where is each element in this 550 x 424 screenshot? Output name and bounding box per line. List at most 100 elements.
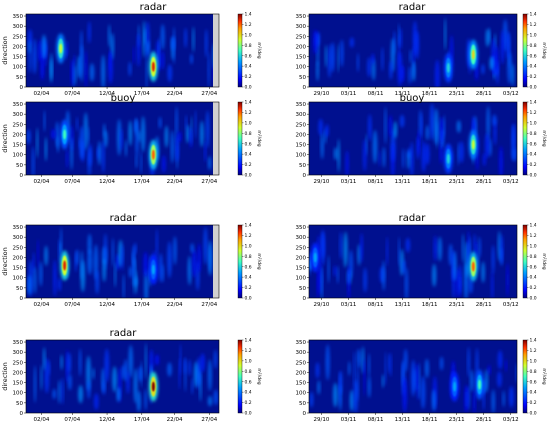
colorbar-tick-label: 1.2 <box>530 110 537 116</box>
y-tick-label: 100 <box>13 391 24 397</box>
x-tick-label: 08/11 <box>368 179 384 185</box>
y-tick-label: 350 <box>296 102 307 108</box>
panel-title: radar <box>110 213 138 224</box>
x-tick-label: 28/11 <box>476 179 492 185</box>
x-tick-label: 22/04 <box>167 302 183 308</box>
heatmap-background <box>26 14 219 87</box>
y-tick-label: 200 <box>296 255 307 261</box>
x-tick-label: 03/12 <box>503 417 519 423</box>
heatmap-streak <box>505 359 507 372</box>
y-tick-label: 200 <box>296 132 307 138</box>
heatmap-streak <box>482 152 486 167</box>
heatmap-streak <box>161 155 166 173</box>
y-tick-label: 100 <box>296 153 307 159</box>
heatmap-streak <box>41 34 47 59</box>
colorbar-tick-label: 0.2 <box>530 162 537 168</box>
colorbar <box>237 101 243 176</box>
x-tick-label: 18/11 <box>422 302 438 308</box>
heatmap-streak <box>500 234 504 265</box>
colorbar-tick-label: 1.2 <box>245 110 252 116</box>
y-tick-label: 100 <box>296 276 307 282</box>
heatmap-streak <box>140 151 143 174</box>
heatmap-streak <box>160 24 165 50</box>
y-tick-label: 300 <box>13 235 24 241</box>
y-tick-label: 250 <box>13 245 24 251</box>
heatmap-streak <box>146 40 150 56</box>
heatmap-streak <box>191 378 194 395</box>
heatmap-streak <box>467 230 470 266</box>
heatmap-streak <box>189 127 193 149</box>
heatmap-streak <box>135 119 139 158</box>
heatmap-streak <box>124 139 128 157</box>
colorbar-tick-label: 0.4 <box>530 390 537 396</box>
y-tick-label: 200 <box>13 255 24 261</box>
heatmap-streak <box>132 245 136 280</box>
y-tick-label: 200 <box>296 370 307 376</box>
heatmap-streak <box>402 377 408 413</box>
heatmap-streak <box>213 389 218 406</box>
hotspot-2 <box>453 381 457 392</box>
plot-frame <box>25 13 220 88</box>
colorbar-tick-label: 0.6 <box>530 379 537 385</box>
x-tick-label: 27/04 <box>201 302 217 308</box>
x-tick-label: 22/04 <box>167 179 183 185</box>
y-tick-label: 200 <box>296 44 307 50</box>
heatmap-streak <box>50 58 53 84</box>
heatmap-streak <box>497 230 501 262</box>
heatmap-field <box>27 226 213 298</box>
heatmap-streak <box>122 274 125 298</box>
heatmap-streak <box>72 60 75 87</box>
heatmap-streak <box>76 116 79 132</box>
heatmap-streak <box>208 156 212 170</box>
colorbar-tick-label: 0.0 <box>245 85 252 91</box>
colorbar-tick-label: 0.2 <box>530 285 537 291</box>
heatmap-streak <box>496 60 499 85</box>
heatmap-streak <box>143 251 148 277</box>
x-tick-label: 02/04 <box>34 91 50 97</box>
heatmap-streak <box>167 241 172 279</box>
heatmap-streak <box>32 38 37 75</box>
y-tick-label: 300 <box>13 112 24 118</box>
colorbar-tick-label: 0.6 <box>530 264 537 270</box>
heatmap-streak <box>443 114 446 138</box>
heatmap-streak <box>177 131 182 143</box>
x-tick-label: 27/04 <box>201 417 217 423</box>
heatmap-streak <box>413 368 416 393</box>
heatmap-streak <box>491 389 495 413</box>
heatmap-streak <box>336 265 339 284</box>
heatmap-streak <box>56 136 60 153</box>
x-tick-label: 17/04 <box>134 91 150 97</box>
heatmap-streak <box>175 106 178 143</box>
heatmap-streak <box>80 250 84 280</box>
y-tick-label: 50 <box>299 286 306 292</box>
heatmap-streak <box>399 28 403 50</box>
x-tick-label: 27/04 <box>201 91 217 97</box>
heatmap-streak <box>27 29 33 46</box>
heatmap-streak <box>353 350 356 387</box>
heatmap-streak <box>167 64 173 83</box>
colorbar <box>522 13 528 88</box>
colorbar-tick-label: 0.2 <box>245 74 252 80</box>
x-tick-label: 08/11 <box>368 302 384 308</box>
heatmap-streak <box>481 63 485 75</box>
hotspot-1 <box>478 379 482 390</box>
heatmap-streak <box>381 46 384 72</box>
heatmap-streak <box>184 27 188 48</box>
plot-frame <box>308 101 518 176</box>
x-tick-label: 07/04 <box>64 179 80 185</box>
heatmap-streak <box>171 36 175 51</box>
y-tick-label: 50 <box>16 286 23 292</box>
heatmap-streak <box>133 368 138 404</box>
y-tick-label: 100 <box>13 276 24 282</box>
x-tick-label: 22/04 <box>167 417 183 423</box>
colorbar-tick-label: 0.6 <box>245 264 252 270</box>
colorbar-tick-label: 1.2 <box>245 233 252 239</box>
colorbar-tick-label: 0.4 <box>245 64 252 70</box>
x-tick-label: 03/11 <box>341 302 357 308</box>
heatmap-streak <box>406 151 411 170</box>
y-tick-label: 0 <box>20 85 24 91</box>
heatmap-streak <box>104 348 110 383</box>
heatmap-streak <box>33 365 37 403</box>
heatmap-streak <box>101 54 106 87</box>
heatmap-streak <box>381 374 385 388</box>
